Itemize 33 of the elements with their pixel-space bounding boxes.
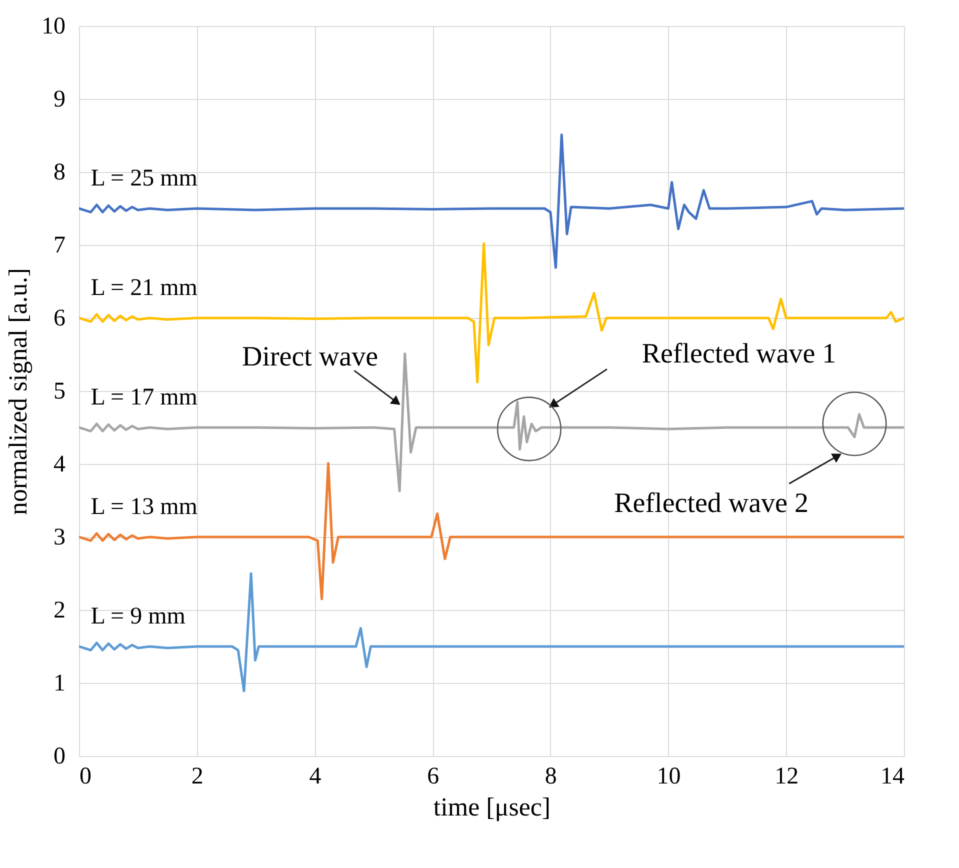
y-tick-label: 8 [54, 160, 66, 186]
annotation: Reflected wave 2 [614, 488, 808, 520]
x-tick-label: 0 [80, 764, 92, 790]
y-tick-label: 2 [54, 598, 66, 624]
series-label: L = 21 mm [90, 275, 198, 301]
x-tick-label: 10 [656, 764, 681, 790]
y-tick-label: 4 [54, 452, 66, 478]
y-tick-label: 6 [54, 306, 66, 332]
series-label: L = 13 mm [90, 494, 198, 520]
line-series [79, 572, 904, 692]
annotation: Direct wave [242, 341, 378, 372]
series-label: L = 17 mm [90, 384, 198, 410]
x-tick-label: 14 [880, 764, 904, 790]
series-label: L = 25 mm [90, 166, 198, 192]
series-label: L = 9 mm [90, 604, 186, 630]
line-series [79, 462, 904, 600]
x-tick-label: 2 [191, 764, 204, 790]
x-tick-label: 12 [774, 764, 799, 790]
y-tick-label: 10 [42, 14, 66, 40]
y-tick-label: 0 [54, 744, 66, 770]
line-series [79, 242, 904, 384]
y-tick-label: 3 [54, 524, 66, 550]
y-tick-label: 9 [54, 86, 66, 112]
x-axis-title: time [μsec] [433, 792, 551, 822]
x-tick-label: 4 [309, 764, 322, 790]
y-tick-label: 7 [54, 232, 66, 258]
x-tick-label: 6 [427, 764, 440, 790]
y-tick-label: 1 [54, 670, 66, 696]
y-axis-title: normalized signal [a.u.] [4, 268, 32, 515]
line-series [79, 134, 904, 269]
x-tick-label: 8 [544, 764, 557, 790]
y-tick-label: 5 [54, 378, 66, 404]
annotation: Reflected wave 1 [642, 338, 836, 370]
